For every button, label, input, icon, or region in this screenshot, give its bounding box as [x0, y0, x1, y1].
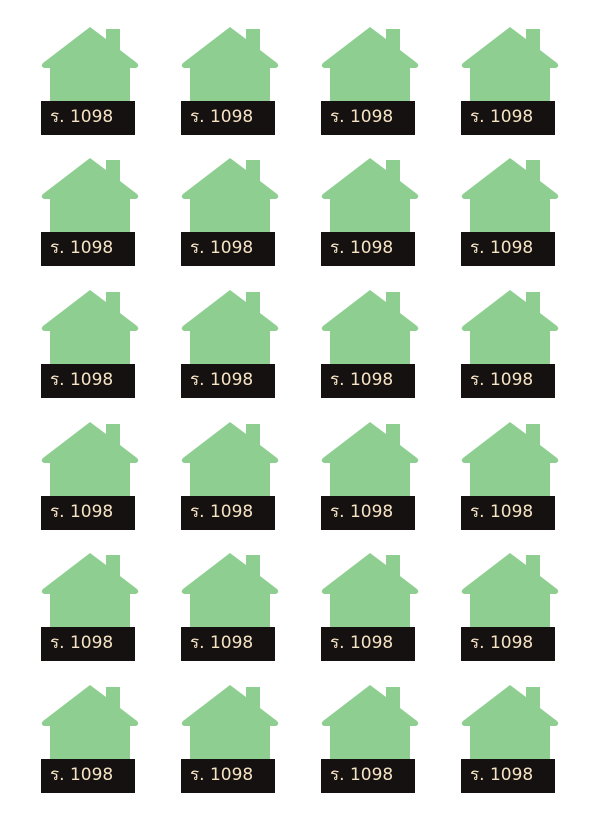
house-label: ร. 1098: [460, 290, 560, 400]
label-text: ร. 1098: [190, 238, 254, 258]
label-plate: ร. 1098: [181, 364, 275, 398]
label-plate: ร. 1098: [461, 101, 555, 135]
house-label: ร. 1098: [180, 553, 280, 663]
house-icon: [181, 685, 279, 763]
label-text: ร. 1098: [50, 238, 114, 258]
house-icon: [461, 290, 559, 368]
label-plate: ร. 1098: [461, 759, 555, 793]
label-plate: ร. 1098: [181, 759, 275, 793]
label-plate: ร. 1098: [41, 759, 135, 793]
house-label: ร. 1098: [180, 685, 280, 795]
house-icon: [461, 553, 559, 631]
label-plate: ร. 1098: [461, 627, 555, 661]
label-plate: ร. 1098: [181, 627, 275, 661]
house-icon: [181, 27, 279, 105]
house-label: ร. 1098: [460, 422, 560, 532]
label-text: ร. 1098: [50, 370, 114, 390]
house-label: ร. 1098: [40, 27, 140, 137]
house-icon: [321, 422, 419, 500]
label-plate: ร. 1098: [41, 364, 135, 398]
house-icon: [41, 27, 139, 105]
house-label: ร. 1098: [40, 158, 140, 268]
label-plate: ร. 1098: [461, 232, 555, 266]
house-icon: [461, 27, 559, 105]
house-label: ร. 1098: [320, 685, 420, 795]
label-text: ร. 1098: [190, 633, 254, 653]
house-label: ร. 1098: [180, 290, 280, 400]
house-label: ร. 1098: [180, 27, 280, 137]
label-text: ร. 1098: [330, 633, 394, 653]
house-label: ร. 1098: [320, 27, 420, 137]
house-icon: [321, 27, 419, 105]
label-text: ร. 1098: [470, 765, 534, 785]
label-text: ร. 1098: [190, 370, 254, 390]
label-plate: ร. 1098: [41, 101, 135, 135]
label-plate: ร. 1098: [461, 496, 555, 530]
label-text: ร. 1098: [190, 765, 254, 785]
label-text: ร. 1098: [50, 633, 114, 653]
house-label: ร. 1098: [320, 290, 420, 400]
label-text: ร. 1098: [470, 238, 534, 258]
label-plate: ร. 1098: [321, 627, 415, 661]
label-text: ร. 1098: [470, 107, 534, 127]
house-icon: [41, 290, 139, 368]
house-label: ร. 1098: [180, 158, 280, 268]
house-label: ร. 1098: [320, 553, 420, 663]
label-plate: ร. 1098: [41, 627, 135, 661]
label-plate: ร. 1098: [321, 101, 415, 135]
label-plate: ร. 1098: [181, 232, 275, 266]
label-text: ร. 1098: [330, 502, 394, 522]
house-icon: [181, 553, 279, 631]
label-plate: ร. 1098: [321, 364, 415, 398]
label-text: ร. 1098: [330, 370, 394, 390]
label-text: ร. 1098: [470, 633, 534, 653]
house-label: ร. 1098: [40, 422, 140, 532]
house-icon: [41, 158, 139, 236]
house-icon: [181, 422, 279, 500]
label-text: ร. 1098: [470, 502, 534, 522]
label-plate: ร. 1098: [41, 496, 135, 530]
label-text: ร. 1098: [50, 502, 114, 522]
house-icon: [41, 422, 139, 500]
house-icon: [321, 553, 419, 631]
house-icon: [321, 685, 419, 763]
house-icon: [41, 553, 139, 631]
house-label: ร. 1098: [320, 422, 420, 532]
house-icon: [321, 290, 419, 368]
label-text: ร. 1098: [50, 107, 114, 127]
label-text: ร. 1098: [190, 502, 254, 522]
house-icon: [461, 158, 559, 236]
house-label: ร. 1098: [40, 685, 140, 795]
label-plate: ร. 1098: [41, 232, 135, 266]
label-plate: ร. 1098: [181, 101, 275, 135]
label-plate: ร. 1098: [461, 364, 555, 398]
house-label: ร. 1098: [180, 422, 280, 532]
house-label: ร. 1098: [460, 158, 560, 268]
house-label: ร. 1098: [320, 158, 420, 268]
label-plate: ร. 1098: [321, 232, 415, 266]
label-text: ร. 1098: [470, 370, 534, 390]
house-icon: [41, 685, 139, 763]
house-icon: [181, 290, 279, 368]
house-label: ร. 1098: [460, 27, 560, 137]
house-label: ร. 1098: [40, 290, 140, 400]
house-icon: [461, 422, 559, 500]
house-icon: [461, 685, 559, 763]
house-icon: [321, 158, 419, 236]
label-text: ร. 1098: [50, 765, 114, 785]
house-label: ร. 1098: [460, 553, 560, 663]
house-label: ร. 1098: [40, 553, 140, 663]
label-text: ร. 1098: [190, 107, 254, 127]
house-label: ร. 1098: [460, 685, 560, 795]
house-icon: [181, 158, 279, 236]
label-text: ร. 1098: [330, 238, 394, 258]
label-plate: ร. 1098: [181, 496, 275, 530]
label-plate: ร. 1098: [321, 496, 415, 530]
label-text: ร. 1098: [330, 765, 394, 785]
label-text: ร. 1098: [330, 107, 394, 127]
label-plate: ร. 1098: [321, 759, 415, 793]
